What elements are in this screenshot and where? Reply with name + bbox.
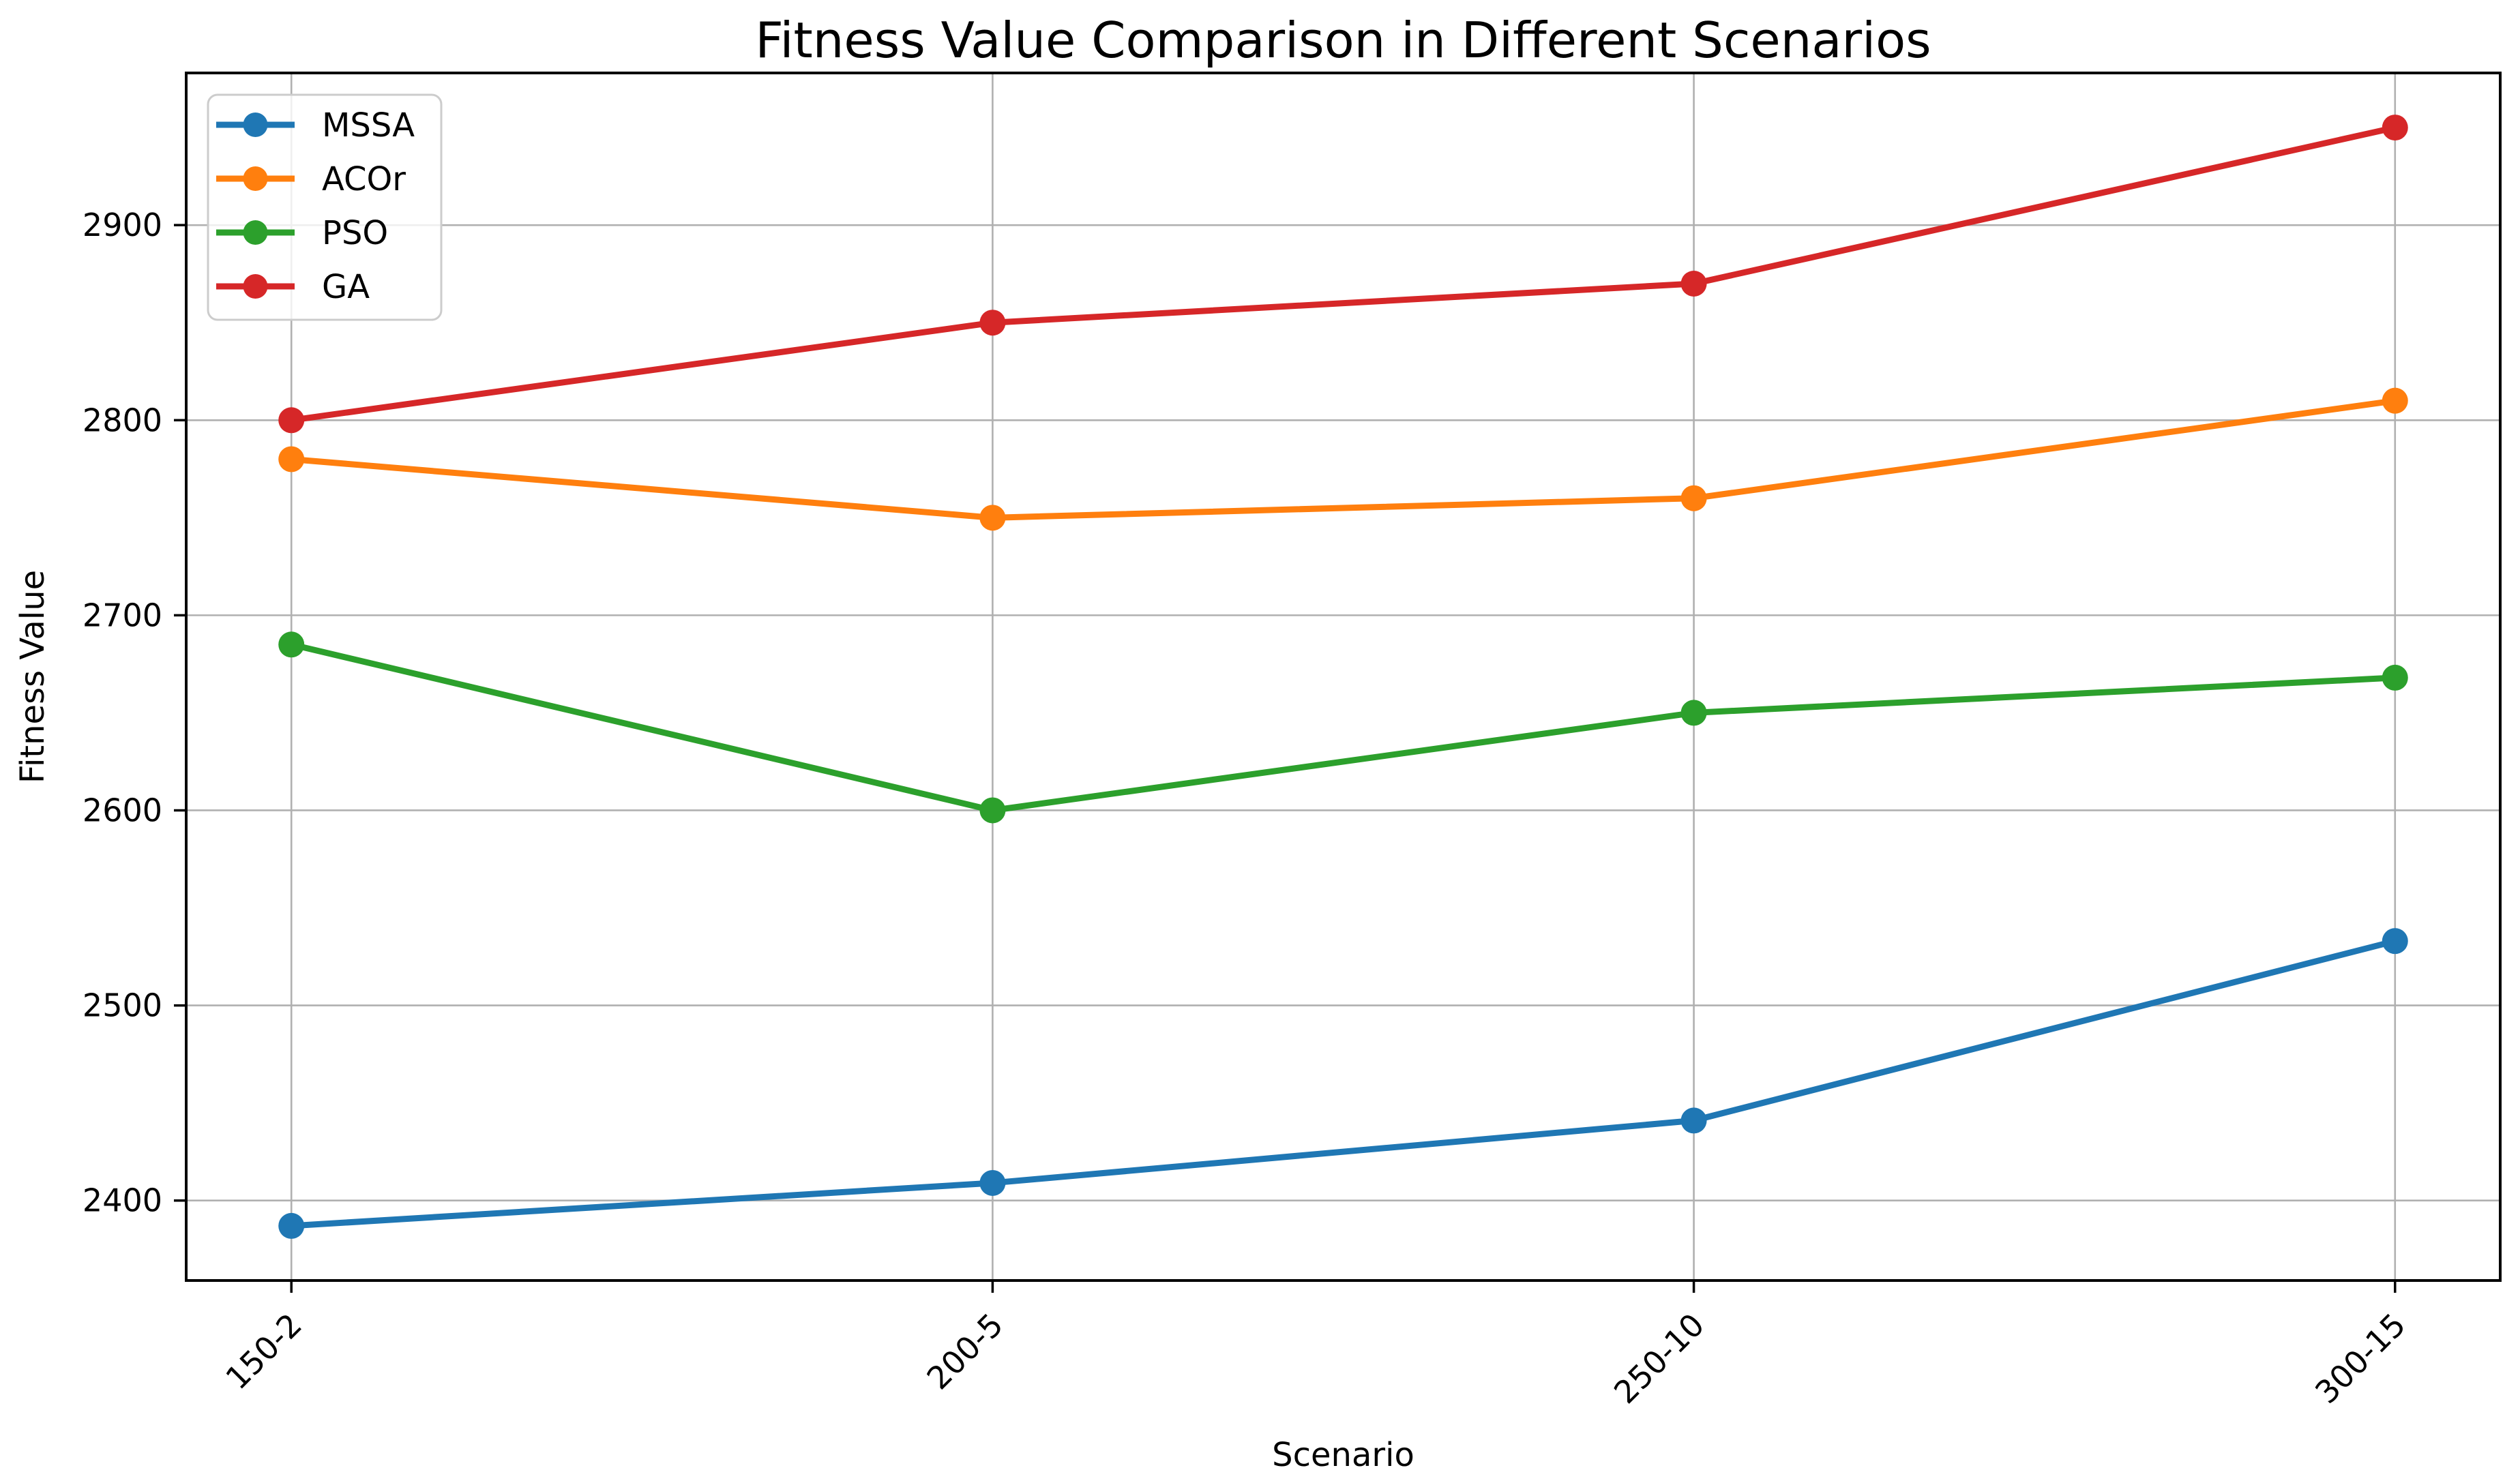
legend-item-PSO: PSO — [216, 214, 388, 252]
data-point-ACOr-300-15 — [2382, 387, 2408, 414]
series-GA — [278, 115, 2408, 434]
data-point-GA-300-15 — [2382, 115, 2408, 141]
data-point-MSSA-300-15 — [2382, 928, 2408, 955]
y-tick-label: 2400 — [83, 1182, 162, 1219]
x-tick-label: 150-2 — [218, 1306, 309, 1397]
plot-border — [185, 72, 2502, 1282]
series-line-GA — [288, 124, 2399, 423]
x-axis-label: Scenario — [1272, 1436, 1414, 1474]
data-point-MSSA-250-10 — [1680, 1107, 1707, 1134]
grid — [186, 73, 2500, 1280]
legend-item-ACOr: ACOr — [216, 160, 406, 198]
legend: MSSA ACOr PSO GA — [207, 93, 443, 321]
series-ACOr — [278, 387, 2408, 531]
legend-marker — [243, 274, 268, 299]
data-point-GA-250-10 — [1680, 270, 1707, 297]
series-line-PSO — [288, 641, 2399, 813]
legend-marker — [243, 113, 268, 137]
legend-label: PSO — [322, 214, 388, 252]
data-point-GA-150-2 — [278, 407, 305, 434]
legend-box — [207, 93, 443, 321]
legend-marker — [243, 166, 268, 191]
x-tick-label: 200-5 — [919, 1306, 1010, 1397]
legend-marker — [243, 220, 268, 245]
data-point-PSO-300-15 — [2382, 664, 2408, 691]
data-point-MSSA-200-5 — [979, 1169, 1006, 1196]
data-point-ACOr-250-10 — [1680, 485, 1707, 511]
data-point-PSO-200-5 — [979, 797, 1006, 824]
series-line-MSSA — [288, 938, 2399, 1229]
series-PSO — [278, 631, 2408, 824]
data-point-PSO-250-10 — [1680, 700, 1707, 726]
series-line-ACOr — [288, 398, 2399, 521]
legend-label: GA — [322, 268, 370, 306]
x-tick-label: 300-15 — [2308, 1306, 2412, 1411]
data-point-ACOr-150-2 — [278, 446, 305, 473]
y-tick-label: 2600 — [83, 792, 162, 828]
data-point-MSSA-150-2 — [278, 1212, 305, 1239]
chart-title: Fitness Value Comparison in Different Sc… — [755, 12, 1931, 69]
data-point-GA-200-5 — [979, 310, 1006, 336]
data-point-ACOr-200-5 — [979, 505, 1006, 531]
axis-ticks: 150-2 200-5 250-10 300-15 2400 2500 2600 2700 28… — [83, 207, 2413, 1411]
legend-item-MSSA: MSSA — [216, 106, 415, 145]
y-tick-label: 2800 — [83, 402, 162, 438]
y-tick-label: 2700 — [83, 597, 162, 633]
y-tick-label: 2900 — [83, 207, 162, 243]
y-tick-label: 2500 — [83, 987, 162, 1024]
legend-label: ACOr — [322, 160, 406, 198]
legend-label: MSSA — [322, 106, 415, 145]
data-point-PSO-150-2 — [278, 631, 305, 658]
legend-item-GA: GA — [216, 268, 370, 306]
x-tick-label: 250-10 — [1607, 1306, 1711, 1411]
series-MSSA — [278, 928, 2408, 1239]
y-axis-label: Fitness Value — [14, 570, 52, 783]
